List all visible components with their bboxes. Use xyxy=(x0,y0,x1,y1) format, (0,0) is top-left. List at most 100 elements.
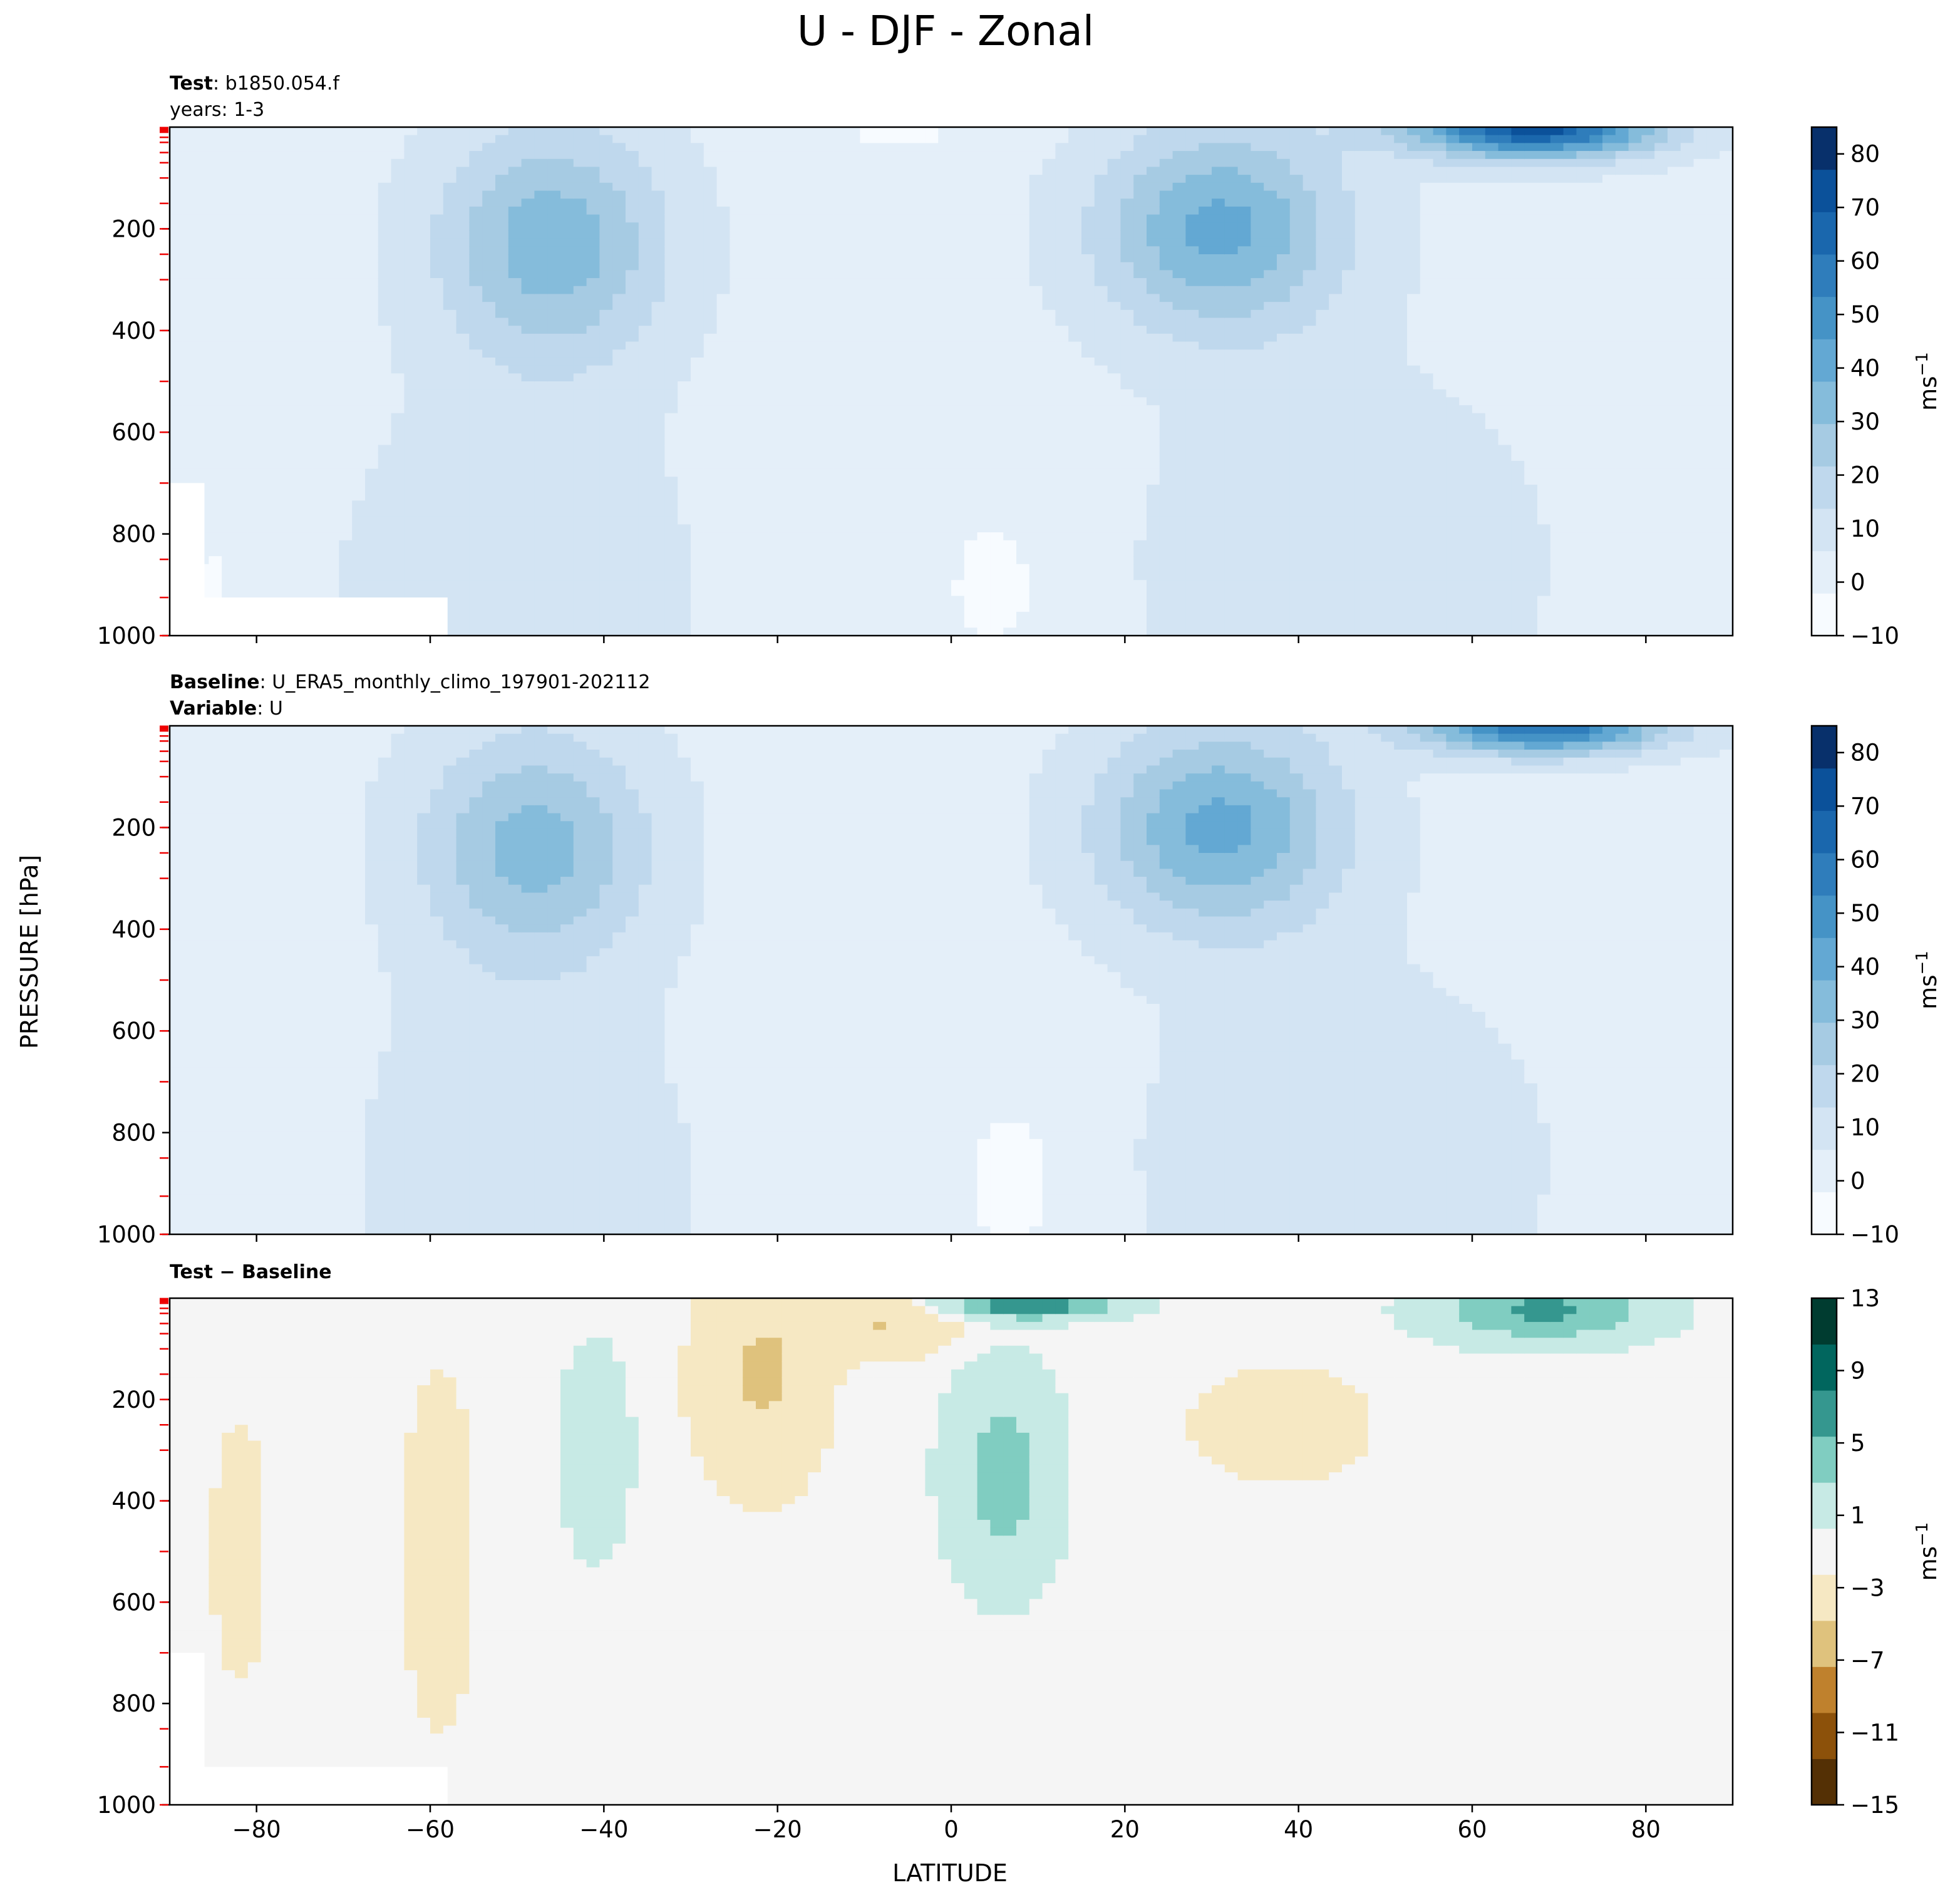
contour-cell xyxy=(430,492,444,502)
contour-cell xyxy=(873,532,887,541)
contour-cell xyxy=(547,564,561,573)
contour-cell xyxy=(404,158,418,168)
contour-cell xyxy=(222,262,235,271)
contour-cell xyxy=(195,436,210,446)
contour-cell xyxy=(821,151,835,160)
contour-cell xyxy=(560,286,574,295)
contour-cell xyxy=(1094,572,1108,581)
contour-cell xyxy=(821,143,835,152)
contour-cell xyxy=(612,445,626,453)
contour-cell xyxy=(1055,190,1069,199)
contour-cell xyxy=(808,199,822,207)
contour-cell xyxy=(795,373,808,382)
contour-cell xyxy=(287,365,301,374)
contour-cell xyxy=(703,619,718,629)
contour-cell xyxy=(743,254,756,263)
contour-cell xyxy=(626,230,639,239)
contour-cell xyxy=(1147,413,1160,422)
contour-cell xyxy=(638,206,652,215)
contour-cell xyxy=(508,135,522,144)
contour-cell xyxy=(886,460,900,470)
contour-cell xyxy=(925,604,939,612)
contour-cell xyxy=(1133,627,1147,636)
contour-cell xyxy=(873,580,887,589)
contour-cell xyxy=(260,373,275,382)
contour-cell xyxy=(495,572,509,581)
contour-cell xyxy=(703,262,718,271)
contour-cell xyxy=(508,516,522,525)
contour-cell xyxy=(1094,294,1108,302)
contour-cell xyxy=(756,199,770,207)
contour-cell xyxy=(1081,349,1095,358)
contour-cell xyxy=(964,175,978,183)
contour-cell xyxy=(404,373,418,382)
contour-cell xyxy=(365,333,379,343)
contour-cell xyxy=(573,254,587,263)
contour-cell xyxy=(547,294,561,302)
contour-cell xyxy=(547,516,561,525)
contour-cell xyxy=(378,429,392,438)
contour-cell xyxy=(691,500,704,509)
contour-cell xyxy=(182,270,197,279)
contour-cell xyxy=(247,246,262,255)
contour-cell xyxy=(1133,206,1147,215)
contour-cell xyxy=(222,509,235,517)
contour-cell xyxy=(1016,270,1030,279)
contour-cell xyxy=(1094,389,1108,398)
contour-cell xyxy=(873,349,887,358)
contour-cell xyxy=(195,413,210,422)
contour-cell xyxy=(326,199,340,207)
contour-cell xyxy=(899,302,913,311)
contour-cell xyxy=(925,238,939,247)
contour-cell xyxy=(573,151,587,160)
contour-cell xyxy=(274,230,287,239)
contour-cell xyxy=(508,556,522,565)
contour-cell xyxy=(808,556,822,565)
contour-cell xyxy=(534,548,548,557)
contour-cell xyxy=(1159,619,1173,629)
contour-cell xyxy=(1055,294,1069,302)
contour-cell xyxy=(300,302,314,311)
contour-cell xyxy=(534,580,548,589)
contour-cell xyxy=(795,286,808,295)
contour-cell xyxy=(664,405,678,414)
contour-cell xyxy=(326,492,340,502)
contour-cell xyxy=(326,230,340,239)
contour-cell xyxy=(626,278,639,287)
contour-cell xyxy=(326,421,340,430)
contour-cell xyxy=(260,421,275,430)
contour-cell xyxy=(534,436,548,446)
contour-cell xyxy=(678,333,691,343)
contour-cell xyxy=(1055,199,1069,207)
contour-cell xyxy=(469,492,483,502)
contour-cell xyxy=(626,564,639,573)
contour-cell xyxy=(781,214,796,224)
contour-cell xyxy=(651,222,666,231)
contour-cell xyxy=(326,436,340,446)
contour-cell xyxy=(860,389,874,398)
contour-cell xyxy=(339,524,353,533)
contour-cell xyxy=(534,214,548,224)
contour-cell xyxy=(1120,445,1134,453)
contour-cell xyxy=(287,540,301,549)
contour-cell xyxy=(1147,572,1160,581)
contour-cell xyxy=(703,373,718,382)
contour-cell xyxy=(1107,143,1122,152)
contour-cell xyxy=(795,596,808,605)
contour-cell xyxy=(1068,341,1082,351)
contour-cell xyxy=(808,509,822,517)
contour-cell xyxy=(626,429,639,438)
contour-cell xyxy=(756,270,770,279)
contour-cell xyxy=(1081,302,1095,311)
contour-cell xyxy=(1055,477,1069,485)
contour-cell xyxy=(274,460,287,470)
contour-cell xyxy=(768,445,783,453)
contour-cell xyxy=(781,318,796,326)
contour-cell xyxy=(691,270,704,279)
contour-cell xyxy=(1120,238,1134,247)
contour-cell xyxy=(951,484,965,493)
contour-cell xyxy=(1159,548,1173,557)
contour-cell xyxy=(182,199,197,207)
contour-cell xyxy=(873,175,887,183)
